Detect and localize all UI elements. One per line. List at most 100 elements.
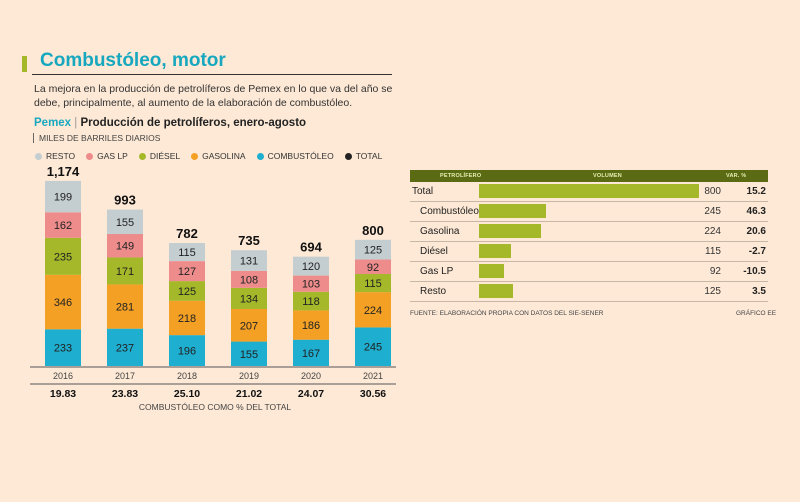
bar-value-label: 155 xyxy=(116,217,134,229)
volume-bar xyxy=(479,284,514,298)
bar-segment-combust-leo xyxy=(45,329,81,366)
legend-item-diesel: DIÉSEL xyxy=(138,151,181,161)
x-tick-label: 2021 xyxy=(363,371,383,381)
table-cell-change: 46.3 xyxy=(746,206,766,217)
bar-segment-di-sel xyxy=(107,257,143,285)
bar-segment-gasolina xyxy=(355,292,391,328)
share-axis-label: COMBUSTÓLEO COMO % DEL TOTAL xyxy=(139,402,292,412)
chart-heading-separator: | xyxy=(74,117,78,129)
legend-label-diesel: DIÉSEL xyxy=(149,151,181,161)
bar-segment-gas-lp xyxy=(231,270,267,288)
volume-bar xyxy=(479,204,547,218)
bar-segment-di-sel xyxy=(169,281,205,301)
table-cell-change: 15.2 xyxy=(746,186,766,197)
combustoleo-share-value: 21.02 xyxy=(236,388,262,400)
chart-legend: RESTO GAS LP DIÉSEL GASOLINA COMBUSTÓLEO… xyxy=(35,151,382,161)
table-header-volume: VOLUMEN xyxy=(593,173,622,179)
bar-value-label: 134 xyxy=(240,293,258,305)
legend-dot-gas-lp xyxy=(86,152,94,160)
table-cell-name: Resto xyxy=(420,286,447,297)
legend-label-gas-lp: GAS LP xyxy=(97,151,128,161)
bar-segment-combust-leo xyxy=(355,327,391,366)
legend-label-combustoleo: COMBUSTÓLEO xyxy=(267,151,334,161)
table-cell-volume: 800 xyxy=(704,186,721,197)
legend-item-total: TOTAL xyxy=(344,151,382,161)
chart-heading: Pemex | Producción de petrolíferos, ener… xyxy=(34,117,306,129)
table-header-product: PETROLÍFERO xyxy=(440,173,482,179)
combustoleo-share-value: 24.07 xyxy=(298,388,324,400)
bar-value-label: 224 xyxy=(364,305,382,317)
table-header: PETROLÍFERO VOLUMEN VAR. % xyxy=(410,170,768,182)
bar-value-label: 281 xyxy=(116,302,134,314)
bar-value-label: 108 xyxy=(240,274,258,286)
bar-segment-gas-lp xyxy=(293,275,329,292)
source-note: FUENTE: ELABORACIÓN PROPIA CON DATOS DEL… xyxy=(410,310,604,317)
bar-segment-gas-lp xyxy=(45,212,81,238)
legend-label-resto: RESTO xyxy=(46,151,76,161)
legend-dot-gasolina xyxy=(191,152,199,160)
table-cell-change: -10.5 xyxy=(743,266,766,277)
bar-value-label: 155 xyxy=(240,349,258,361)
table-row: Gas LP 92 -10.5 xyxy=(410,262,768,282)
combustoleo-share-value: 30.56 xyxy=(360,388,386,400)
volume-table: PETROLÍFERO VOLUMEN VAR. % Total 800 15.… xyxy=(410,170,768,302)
page-title: Combustóleo, motor xyxy=(40,50,226,71)
bar-segment-gasolina xyxy=(231,308,267,342)
bar-value-label: 186 xyxy=(302,320,320,332)
table-row: Diésel 115 -2.7 xyxy=(410,242,768,262)
volume-bar xyxy=(479,224,541,238)
bar-segment-resto xyxy=(355,239,391,260)
table-row: Combustóleo 245 46.3 xyxy=(410,202,768,222)
title-accent-bar xyxy=(22,56,27,72)
bar-value-label: 235 xyxy=(54,251,72,263)
bar-value-label: 196 xyxy=(178,346,196,358)
table-cell-change: 3.5 xyxy=(752,286,766,297)
bar-value-label: 171 xyxy=(116,266,134,278)
bar-segment-di-sel xyxy=(355,274,391,293)
legend-dot-total xyxy=(344,152,352,160)
bar-value-label: 125 xyxy=(178,286,196,298)
x-tick-label: 2016 xyxy=(53,371,73,381)
graphic-credit: GRÁFICO EE xyxy=(736,310,777,317)
bar-segment-combust-leo xyxy=(293,339,329,366)
table-cell-change: 20.6 xyxy=(746,226,766,237)
combustoleo-share-value: 19.83 xyxy=(50,388,76,400)
bar-total-label: 993 xyxy=(114,193,136,208)
bar-segment-gas-lp xyxy=(107,234,143,258)
table-cell-name: Combustóleo xyxy=(420,206,479,217)
bar-value-label: 237 xyxy=(116,342,134,354)
table-cell-name: Gas LP xyxy=(420,266,454,277)
table-cell-name: Gasolina xyxy=(420,226,460,237)
bar-segment-gasolina xyxy=(169,300,205,336)
bar-segment-resto xyxy=(45,180,81,213)
bar-total-label: 1,174 xyxy=(47,164,80,179)
table-cell-volume: 125 xyxy=(704,286,721,297)
bar-segment-resto xyxy=(169,242,205,262)
bar-segment-gas-lp xyxy=(355,259,391,275)
bar-value-label: 207 xyxy=(240,320,258,332)
table-cell-change: -2.7 xyxy=(748,246,766,257)
bar-value-label: 118 xyxy=(302,296,320,308)
bar-segment-gasolina xyxy=(107,284,143,329)
bar-value-label: 125 xyxy=(364,245,382,257)
table-cell-volume: 245 xyxy=(704,206,721,217)
bar-segment-resto xyxy=(293,256,329,276)
bar-value-label: 127 xyxy=(178,266,196,278)
bar-segment-resto xyxy=(107,209,143,235)
legend-label-gasolina: GASOLINA xyxy=(202,151,246,161)
bar-segment-di-sel xyxy=(45,237,81,275)
table-header-change: VAR. % xyxy=(726,173,747,179)
bar-value-label: 131 xyxy=(240,256,258,268)
legend-item-gas-lp: GAS LP xyxy=(86,151,128,161)
bar-value-label: 233 xyxy=(54,343,72,355)
table-row: Gasolina 224 20.6 xyxy=(410,222,768,242)
bar-value-label: 115 xyxy=(178,247,196,259)
bar-value-label: 115 xyxy=(364,278,382,290)
table-cell-volume: 92 xyxy=(709,266,721,277)
chart-units: MILES DE BARRILES DIARIOS xyxy=(33,133,160,143)
x-tick-label: 2017 xyxy=(115,371,135,381)
table-cell-name: Total xyxy=(412,186,434,197)
bar-value-label: 103 xyxy=(302,279,320,291)
bar-segment-gasolina xyxy=(45,274,81,330)
